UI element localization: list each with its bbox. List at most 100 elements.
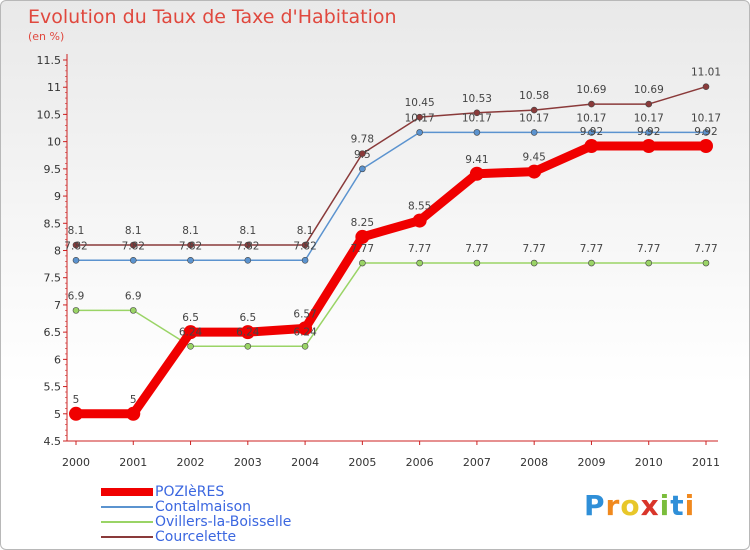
legend-swatch xyxy=(101,521,153,523)
legend-label: POZIèRES xyxy=(155,484,225,500)
data-label: 7.82 xyxy=(64,240,87,252)
data-point xyxy=(359,165,366,173)
data-point xyxy=(244,241,252,249)
data-label: 7.82 xyxy=(293,240,316,252)
data-label: 9.92 xyxy=(580,126,603,138)
data-point xyxy=(129,241,137,249)
data-label: 11.01 xyxy=(691,67,721,79)
data-point xyxy=(530,129,538,136)
x-tick-label: 2005 xyxy=(348,456,376,469)
data-point xyxy=(527,164,542,179)
data-point xyxy=(645,100,653,108)
series-line xyxy=(76,141,706,419)
data-point xyxy=(473,109,481,117)
legend-label: Courcelette xyxy=(155,529,237,545)
data-point xyxy=(584,138,599,153)
data-point xyxy=(416,129,423,136)
data-point xyxy=(244,342,252,350)
data-point xyxy=(355,229,370,244)
y-tick-label: 5.5 xyxy=(44,381,62,394)
data-label: 10.69 xyxy=(634,84,664,96)
data-label: 10.17 xyxy=(576,112,606,124)
data-point xyxy=(702,259,710,267)
data-point xyxy=(183,325,198,340)
data-label: 10.17 xyxy=(691,112,721,124)
data-point xyxy=(69,406,83,421)
data-label: 8.1 xyxy=(125,225,142,237)
series-line xyxy=(76,262,706,348)
logo-letter: i xyxy=(684,489,696,522)
data-point xyxy=(72,241,80,249)
data-label: 8.25 xyxy=(351,217,374,229)
data-label: 10.45 xyxy=(405,97,435,109)
data-label: 9.92 xyxy=(637,126,660,138)
data-label: 6.24 xyxy=(293,326,317,338)
x-tick-label: 2010 xyxy=(635,456,663,469)
data-point xyxy=(240,325,255,340)
data-label: 6.5 xyxy=(182,312,199,324)
data-label: 9.92 xyxy=(694,126,717,138)
data-point xyxy=(126,406,141,421)
data-label: 9.45 xyxy=(522,152,545,164)
data-point xyxy=(187,256,194,264)
series-line xyxy=(76,85,707,246)
y-tick-label: 7.5 xyxy=(44,272,62,285)
logo-letter: t xyxy=(670,489,685,522)
x-tick-label: 2002 xyxy=(177,456,205,469)
logo-letter: o xyxy=(620,489,641,522)
data-label: 8.1 xyxy=(68,225,85,237)
logo-letter: x xyxy=(640,489,660,522)
data-point xyxy=(129,256,137,264)
chart-title: Evolution du Taux de Taxe d'Habitation xyxy=(28,6,397,28)
data-label: 6.9 xyxy=(125,290,142,302)
data-label: 7.82 xyxy=(122,240,145,252)
data-label: 5 xyxy=(130,394,137,406)
legend-swatch xyxy=(101,506,153,508)
x-tick-label: 2011 xyxy=(692,456,720,469)
data-point xyxy=(187,241,194,249)
data-point xyxy=(469,166,484,181)
data-point xyxy=(359,150,366,157)
data-label: 8.1 xyxy=(182,225,199,237)
data-label: 6.5 xyxy=(239,312,256,324)
logo-letter: r xyxy=(605,489,621,522)
y-tick-label: 4.5 xyxy=(44,435,62,448)
data-label: 7.77 xyxy=(637,243,660,255)
data-point xyxy=(416,259,423,267)
legend-label: Contalmaison xyxy=(155,499,252,515)
data-label: 10.17 xyxy=(519,112,549,124)
data-point xyxy=(588,129,595,136)
data-point xyxy=(129,307,137,314)
data-point xyxy=(473,129,481,136)
data-label: 10.17 xyxy=(634,112,664,124)
data-point xyxy=(530,106,538,114)
data-label: 8.1 xyxy=(239,225,256,237)
x-tick-label: 2001 xyxy=(119,456,147,469)
data-point xyxy=(530,259,538,267)
data-label: 9.41 xyxy=(465,154,488,166)
data-label: 7.77 xyxy=(465,243,488,255)
data-label: 10.17 xyxy=(462,112,492,124)
legend-swatch xyxy=(101,536,153,538)
data-point xyxy=(645,259,653,267)
data-point xyxy=(244,256,252,264)
data-point xyxy=(298,321,313,336)
y-tick-label: 8.5 xyxy=(44,217,62,230)
data-label: 7.77 xyxy=(408,243,431,255)
y-tick-label: 8 xyxy=(54,245,61,258)
data-label: 6.57 xyxy=(293,308,316,320)
x-tick-label: 2008 xyxy=(520,456,548,469)
x-tick-label: 2007 xyxy=(463,456,491,469)
data-point xyxy=(416,113,423,121)
y-tick-label: 5 xyxy=(54,408,61,421)
data-label: 10.69 xyxy=(576,84,606,96)
data-label: 10.17 xyxy=(405,112,435,124)
data-point xyxy=(72,256,80,264)
proxiti-logo: Proxiti xyxy=(584,489,695,522)
data-point xyxy=(301,256,309,264)
legend-label: Ovillers-la-Boisselle xyxy=(155,514,292,530)
data-label: 5 xyxy=(73,394,80,406)
y-tick-label: 6 xyxy=(54,353,61,366)
data-label: 7.82 xyxy=(179,240,202,252)
